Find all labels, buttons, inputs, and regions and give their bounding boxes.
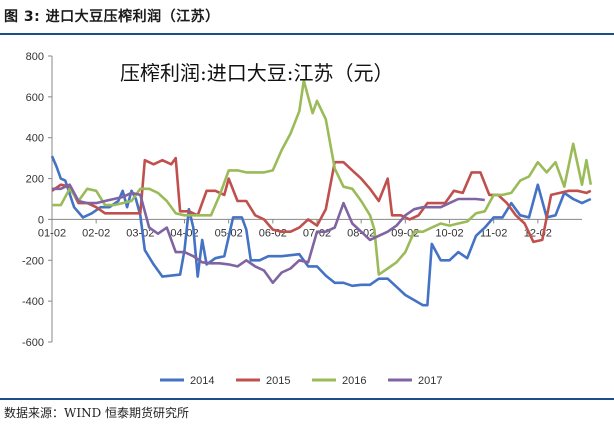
y-tick-label: -600 (22, 337, 44, 349)
legend-label-2016: 2016 (342, 375, 366, 387)
y-tick-label: 200 (26, 174, 44, 186)
series-line-2017 (52, 183, 485, 285)
chart-legend: 2014 2015 2016 2017 (160, 375, 442, 387)
x-tick-label: 11-02 (480, 227, 507, 239)
bottom-rule (0, 398, 614, 400)
x-tick-label: 10-02 (435, 227, 463, 239)
figure-caption: 图 3: 进口大豆压榨利润（江苏） (4, 9, 220, 25)
chart-series (50, 79, 593, 307)
x-tick-label: 04-02 (170, 227, 198, 239)
y-tick-label: 600 (26, 92, 44, 104)
legend-label-2014: 2014 (190, 375, 214, 387)
y-tick-label: 0 (38, 214, 44, 226)
x-tick-label: 02-02 (82, 227, 110, 239)
legend-label-2015: 2015 (266, 375, 290, 387)
y-tick-label: 800 (26, 51, 44, 63)
legend-label-2017: 2017 (418, 375, 442, 387)
x-tick-label: 03-02 (126, 227, 154, 239)
x-tick-label: 01-02 (38, 227, 66, 239)
top-rule (0, 33, 614, 35)
y-tick-label: -200 (22, 255, 44, 267)
series-line-2015 (51, 156, 592, 244)
y-tick-label: 400 (26, 133, 44, 145)
data-source-note: 数据来源：WIND 恒泰期货研究所 (4, 406, 190, 420)
chart-title: 压榨利润:进口大豆:江苏（元） (120, 61, 393, 85)
x-tick-label: 09-02 (391, 227, 419, 239)
line-chart: -600 -400 -200 0 200 400 600 800 01-02 02-02 03-02… (22, 51, 593, 387)
series-line-2016 (52, 79, 593, 276)
y-tick-label: -400 (22, 296, 44, 308)
